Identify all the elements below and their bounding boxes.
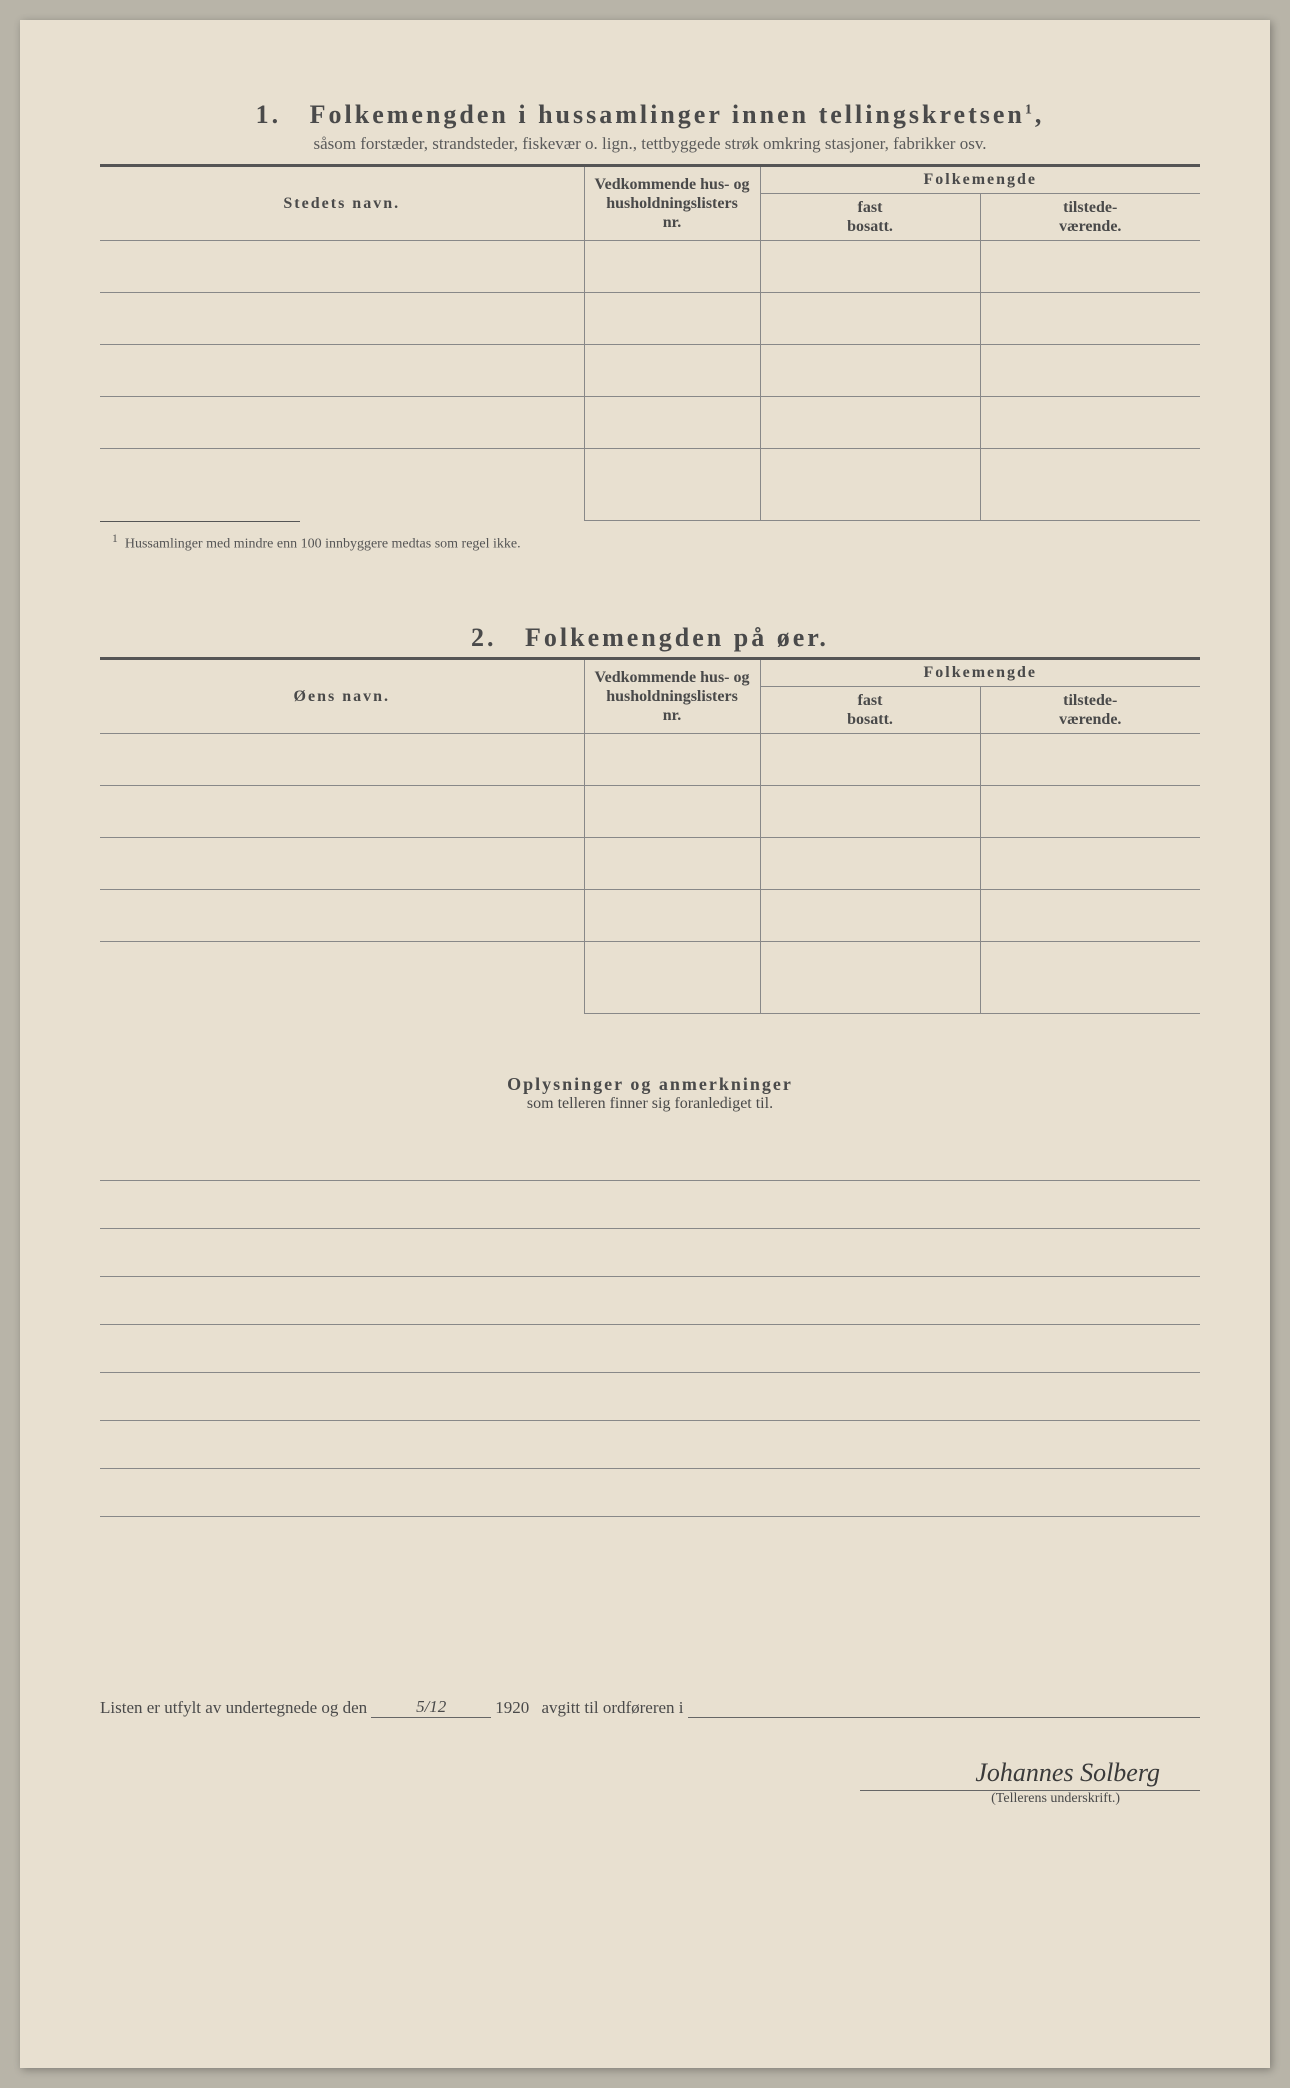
table-1: Stedets navn. Vedkommende hus- og hushol… [100, 164, 1200, 521]
col-fast-bosatt: fast bosatt. [760, 194, 980, 241]
note-line [100, 1133, 1200, 1181]
section-1-sup: 1 [1025, 102, 1035, 117]
note-line [100, 1469, 1200, 1517]
footnote-rule [100, 521, 300, 522]
section-1-title-text: Folkemengden i hussamlinger innen tellin… [310, 100, 1025, 129]
table-row [100, 786, 1200, 838]
table-row [100, 734, 1200, 786]
note-line [100, 1277, 1200, 1325]
signature-sentence: Listen er utfylt av undertegnede og den … [100, 1697, 1200, 1718]
signature-name: Johannes Solberg [100, 1758, 1200, 1788]
section-1-title: 1. Folkemengden i hussamlinger innen tel… [100, 100, 1200, 130]
section-2-number: 2. [471, 623, 497, 652]
date-field: 5/12 [371, 1697, 491, 1718]
col-folkemengde: Folkemengde [760, 166, 1200, 194]
col-folkemengde-2: Folkemengde [760, 659, 1200, 687]
notes-title: Oplysninger og anmerkninger [100, 1074, 1200, 1095]
table-row [100, 293, 1200, 345]
note-line [100, 1325, 1200, 1373]
col-tilstede: tilstede- værende. [980, 194, 1200, 241]
col-hus-nr-2: Vedkommende hus- og husholdningslisters … [584, 659, 760, 734]
col-hus-nr: Vedkommende hus- og husholdningslisters … [584, 166, 760, 241]
census-form-page: 1. Folkemengden i hussamlinger innen tel… [20, 20, 1270, 2068]
table-row [100, 345, 1200, 397]
section-2: 2. Folkemengden på øer. Øens navn. Vedko… [100, 623, 1200, 1014]
table-row [100, 838, 1200, 890]
note-line [100, 1229, 1200, 1277]
table-row [100, 942, 1200, 1014]
table-row [100, 449, 1200, 521]
note-line [100, 1373, 1200, 1421]
section-3-notes: Oplysninger og anmerkninger som telleren… [100, 1074, 1200, 1517]
col-fast-bosatt-2: fast bosatt. [760, 687, 980, 734]
footnote-1: 1 Hussamlinger med mindre enn 100 innbyg… [100, 532, 1200, 553]
ordforer-field [688, 1717, 1200, 1718]
section-1-subtitle: såsom forstæder, strandsteder, fiskevær … [100, 134, 1200, 154]
section-1-number: 1. [256, 100, 282, 129]
notes-subtitle: som telleren finner sig foranlediget til… [100, 1095, 1200, 1113]
table-row [100, 890, 1200, 942]
col-tilstede-2: tilstede- værende. [980, 687, 1200, 734]
section-1: 1. Folkemengden i hussamlinger innen tel… [100, 100, 1200, 553]
note-line [100, 1421, 1200, 1469]
signature-block: Listen er utfylt av undertegnede og den … [100, 1697, 1200, 1807]
signature-label: (Tellerens underskrift.) [860, 1790, 1200, 1807]
section-2-title: 2. Folkemengden på øer. [100, 623, 1200, 653]
col-stedets-navn: Stedets navn. [100, 166, 584, 241]
col-oens-navn: Øens navn. [100, 659, 584, 734]
note-line [100, 1181, 1200, 1229]
table-row [100, 241, 1200, 293]
table-row [100, 397, 1200, 449]
section-2-title-text: Folkemengden på øer. [525, 623, 829, 652]
table-2: Øens navn. Vedkommende hus- og husholdni… [100, 657, 1200, 1014]
